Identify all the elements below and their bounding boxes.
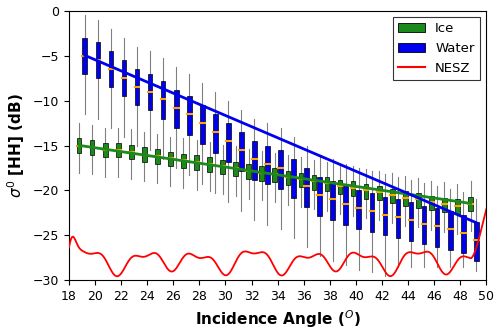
Bar bbox=[448, 211, 452, 250]
Bar bbox=[382, 197, 388, 236]
Bar bbox=[174, 90, 178, 128]
Bar bbox=[265, 145, 270, 184]
Bar bbox=[108, 51, 114, 87]
Bar bbox=[122, 60, 126, 96]
Bar bbox=[82, 38, 87, 74]
Bar bbox=[116, 143, 120, 157]
Bar bbox=[187, 96, 192, 135]
Bar bbox=[330, 181, 335, 220]
Bar bbox=[272, 168, 277, 182]
Bar bbox=[76, 138, 82, 153]
X-axis label: Incidence Angle ($^{O}$): Incidence Angle ($^{O}$) bbox=[195, 309, 360, 330]
Bar bbox=[304, 168, 309, 207]
Bar bbox=[390, 189, 394, 203]
Bar bbox=[194, 156, 199, 170]
Bar bbox=[338, 180, 342, 194]
Bar bbox=[364, 184, 368, 199]
Y-axis label: $\sigma^{0}$ [HH] (dB): $\sigma^{0}$ [HH] (dB) bbox=[6, 93, 28, 198]
Bar bbox=[350, 181, 356, 196]
Bar bbox=[252, 141, 257, 180]
Bar bbox=[435, 209, 440, 247]
Bar bbox=[468, 197, 473, 211]
Bar bbox=[220, 160, 225, 174]
Bar bbox=[96, 42, 100, 78]
Bar bbox=[396, 200, 400, 238]
Legend: Ice, Water, NESZ: Ice, Water, NESZ bbox=[393, 17, 480, 80]
Bar bbox=[260, 166, 264, 180]
Bar bbox=[324, 177, 330, 192]
Bar bbox=[403, 192, 407, 206]
Bar bbox=[377, 186, 382, 200]
Bar bbox=[344, 186, 348, 225]
Bar bbox=[155, 149, 160, 164]
Bar bbox=[213, 114, 218, 153]
Bar bbox=[200, 105, 204, 144]
Bar bbox=[226, 123, 230, 162]
Bar bbox=[461, 215, 466, 253]
Bar bbox=[442, 198, 447, 212]
Bar bbox=[356, 191, 361, 229]
Bar bbox=[90, 140, 94, 155]
Bar bbox=[129, 144, 134, 159]
Bar bbox=[312, 175, 316, 190]
Bar bbox=[246, 164, 251, 179]
Bar bbox=[422, 206, 426, 245]
Bar bbox=[416, 193, 420, 208]
Bar bbox=[429, 196, 434, 210]
Bar bbox=[148, 74, 152, 110]
Bar bbox=[455, 200, 460, 214]
Bar bbox=[134, 69, 140, 105]
Bar bbox=[234, 162, 238, 176]
Bar bbox=[318, 177, 322, 216]
Bar bbox=[103, 143, 108, 157]
Bar bbox=[142, 147, 146, 162]
Bar bbox=[207, 157, 212, 172]
Bar bbox=[168, 152, 173, 166]
Bar bbox=[239, 132, 244, 171]
Bar bbox=[370, 193, 374, 232]
Bar bbox=[474, 222, 478, 261]
Bar bbox=[161, 81, 166, 119]
Bar bbox=[181, 154, 186, 168]
Bar bbox=[408, 202, 414, 241]
Bar bbox=[291, 159, 296, 198]
Bar bbox=[298, 172, 304, 187]
Bar bbox=[286, 171, 290, 185]
Bar bbox=[278, 150, 283, 189]
